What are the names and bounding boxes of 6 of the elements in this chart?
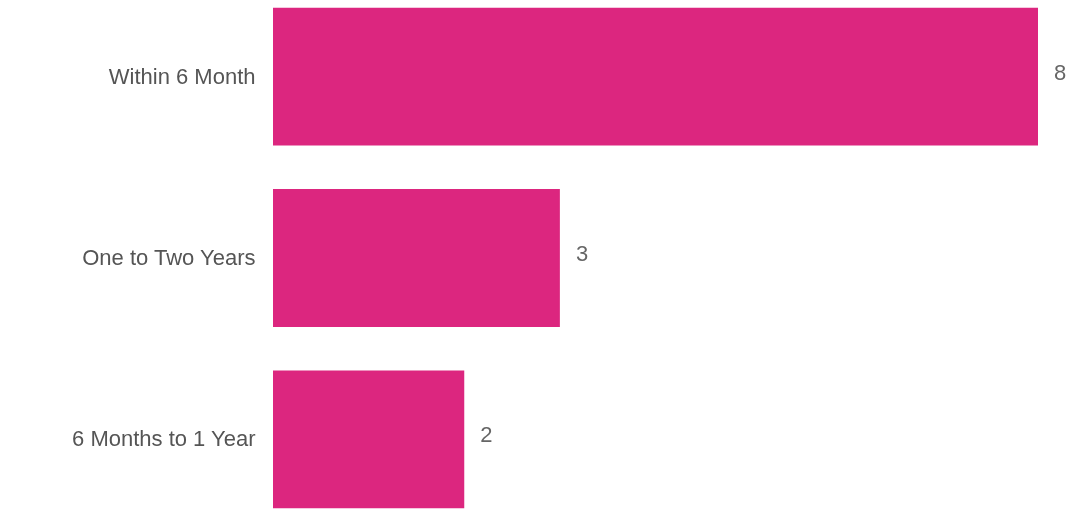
y-tick-label: One to Two Years	[82, 245, 256, 270]
data-label: 2	[480, 422, 493, 448]
y-tick-label: Within 6 Month	[108, 63, 256, 89]
y-tick-label: 6 Months to 1 Year	[72, 426, 256, 452]
data-label: 8	[1054, 59, 1067, 85]
data-label: 3	[575, 241, 589, 266]
